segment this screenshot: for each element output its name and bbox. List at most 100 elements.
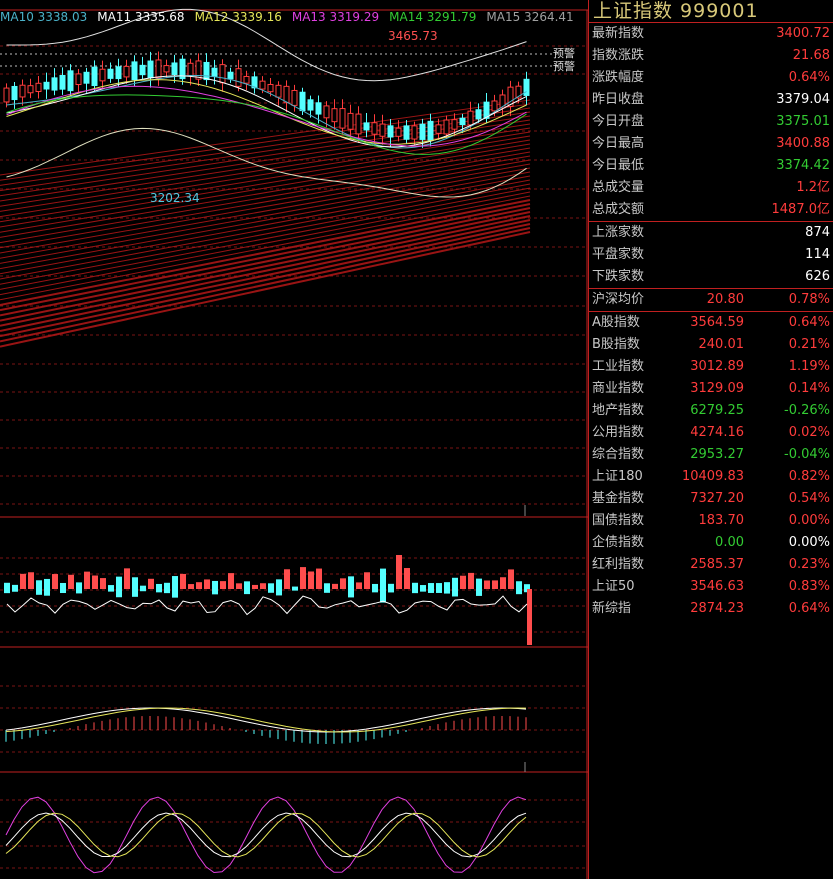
trend-line: [0, 187, 531, 290]
row-value: 3374.42: [776, 158, 830, 173]
volume-bar: [484, 580, 490, 589]
candle-body: [483, 101, 490, 119]
row-label: 昨日收盘: [592, 92, 645, 107]
row-value: 1.2亿: [796, 180, 830, 195]
candle-body: [67, 70, 74, 92]
volume-bar: [527, 589, 532, 645]
candle-body: [19, 84, 26, 98]
volume-bar: [20, 573, 26, 589]
row-percent: 1.19%: [788, 359, 830, 374]
volume-bar: [364, 572, 370, 589]
ma-line: [6, 79, 527, 145]
candle-body: [91, 66, 98, 87]
index-row: 综合指数 2953.27 -0.04%: [589, 444, 833, 466]
row-value: 240.01: [698, 337, 745, 352]
candle-body: [3, 87, 10, 103]
candle-body: [411, 125, 418, 140]
index-row: 新综指 2874.23 0.64%: [589, 598, 833, 620]
ma-legend-item: MA15 3264.41: [486, 10, 574, 24]
row-value: 3375.01: [776, 114, 830, 129]
candle-body: [155, 59, 162, 79]
alert-label: 预警: [553, 59, 575, 73]
breadth-row: 下跌家数 626: [589, 266, 833, 289]
volume-bar: [308, 571, 314, 589]
row-label: 下跌家数: [592, 269, 645, 284]
trend-line: [0, 155, 531, 249]
row-value: 0.00: [715, 535, 744, 550]
candle-body: [75, 73, 82, 86]
ma-legend-item: MA10 3338.03: [0, 10, 88, 24]
candle-body: [475, 109, 482, 120]
volume-bar: [404, 568, 410, 589]
row-percent: 0.64%: [788, 601, 830, 616]
trend-line: [0, 183, 531, 285]
row-label: 综合指数: [592, 447, 645, 462]
volume-bar: [68, 574, 74, 589]
candle-body: [371, 122, 378, 135]
ma-legend-item: MA11 3335.68: [97, 10, 185, 24]
band-lower: [6, 127, 527, 198]
row-label: 总成交额: [592, 202, 645, 217]
index-row: A股指数 3564.59 0.64%: [589, 312, 833, 334]
candle-body: [147, 60, 154, 79]
stat-row: 最新指数 3400.72: [589, 23, 833, 45]
row-percent: -0.26%: [784, 403, 830, 418]
row-label: B股指数: [592, 337, 640, 352]
candle-body: [27, 85, 34, 94]
row-value: 874: [805, 225, 830, 240]
row-percent: 0.14%: [788, 381, 830, 396]
candle-body: [43, 81, 50, 90]
row-value: 3012.89: [690, 359, 744, 374]
trend-line: [0, 171, 531, 270]
candle-body: [259, 80, 266, 90]
row-label: 工业指数: [592, 359, 645, 374]
row-percent: 0.02%: [788, 425, 830, 440]
volume-bar: [212, 580, 218, 595]
stat-row: 昨日收盘 3379.04: [589, 89, 833, 111]
row-percent: 0.78%: [788, 292, 830, 307]
trend-line: [0, 175, 531, 275]
index-row: 工业指数 3012.89 1.19%: [589, 356, 833, 378]
row-label: 最新指数: [592, 26, 645, 41]
panel-title: 上证指数 999001: [589, 0, 833, 23]
volume-bar: [268, 583, 274, 593]
ma-legend-item: MA14 3291.79: [389, 10, 477, 24]
ma-legend-item: MA12 3339.16: [194, 10, 282, 24]
volume-bar: [444, 582, 450, 594]
candle-body: [99, 68, 106, 82]
candle-body: [355, 113, 362, 135]
volume-bar: [100, 578, 106, 589]
macd-line: [5, 707, 527, 733]
candle-body: [499, 94, 506, 109]
trend-line: [0, 163, 531, 259]
chart-area[interactable]: 3465.73 3202.34 预警 预警 MA10 3338.03 MA11 3335…: [0, 0, 588, 879]
candle-body: [427, 120, 434, 141]
kdj-line: [5, 812, 527, 858]
candle-body: [139, 64, 146, 76]
volume-bar: [196, 582, 202, 589]
candle-body: [339, 108, 346, 129]
volume-bar: [476, 578, 482, 596]
candle-body: [331, 108, 338, 123]
trend-line: [0, 203, 531, 312]
row-label: 沪深均价: [592, 292, 645, 307]
volume-bar: [180, 573, 186, 589]
candle-body: [395, 127, 402, 137]
volume-bar: [332, 583, 338, 589]
volume-bar: [284, 569, 290, 589]
row-label: 指数涨跌: [592, 48, 645, 63]
volume-bar: [164, 582, 170, 594]
row-label: 国债指数: [592, 513, 645, 528]
row-label: 地产指数: [592, 403, 645, 418]
volume-bar: [380, 568, 386, 603]
volume-bar: [92, 575, 98, 589]
trend-line: [0, 147, 531, 238]
trend-line: [0, 107, 531, 186]
candle-body: [123, 65, 130, 78]
index-row: 地产指数 6279.25 -0.26%: [589, 400, 833, 422]
candle-body: [515, 85, 522, 99]
index-row: 商业指数 3129.09 0.14%: [589, 378, 833, 400]
candle-body: [219, 64, 226, 84]
trend-line: [0, 211, 531, 322]
